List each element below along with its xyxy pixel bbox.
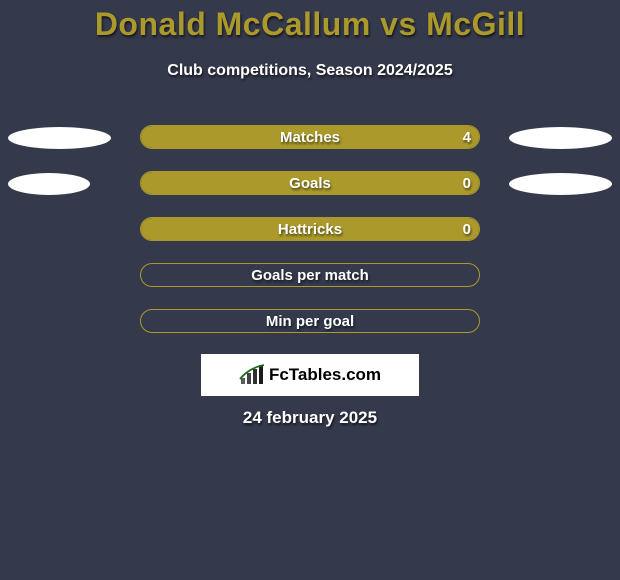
stat-bar: Min per goal [140, 309, 480, 333]
left-indicator [8, 173, 90, 195]
stat-label: Matches [141, 126, 479, 149]
stat-bar: Matches4 [140, 125, 480, 149]
stat-right-value: 4 [463, 126, 471, 149]
source-logo: FcTables.com [201, 354, 419, 396]
stat-row: Goals per match [0, 263, 620, 289]
right-indicator [509, 127, 612, 149]
stats-container: Matches4Goals0Hattricks0Goals per matchM… [0, 125, 620, 355]
stat-right-value: 0 [463, 218, 471, 241]
stat-label: Min per goal [141, 310, 479, 333]
date-label: 24 february 2025 [0, 408, 620, 428]
stat-right-value: 0 [463, 172, 471, 195]
bars-icon [239, 364, 265, 386]
left-indicator [8, 127, 111, 149]
stat-row: Matches4 [0, 125, 620, 151]
stat-row: Goals0 [0, 171, 620, 197]
page-title: Donald McCallum vs McGill [0, 6, 620, 43]
right-indicator [509, 173, 612, 195]
stat-label: Goals per match [141, 264, 479, 287]
stat-row: Hattricks0 [0, 217, 620, 243]
stat-bar: Goals per match [140, 263, 480, 287]
stat-bar: Hattricks0 [140, 217, 480, 241]
logo-text: FcTables.com [269, 365, 381, 385]
comparison-card: Donald McCallum vs McGill Club competiti… [0, 0, 620, 580]
stat-label: Hattricks [141, 218, 479, 241]
stat-row: Min per goal [0, 309, 620, 335]
subtitle: Club competitions, Season 2024/2025 [0, 62, 620, 80]
stat-label: Goals [141, 172, 479, 195]
stat-bar: Goals0 [140, 171, 480, 195]
